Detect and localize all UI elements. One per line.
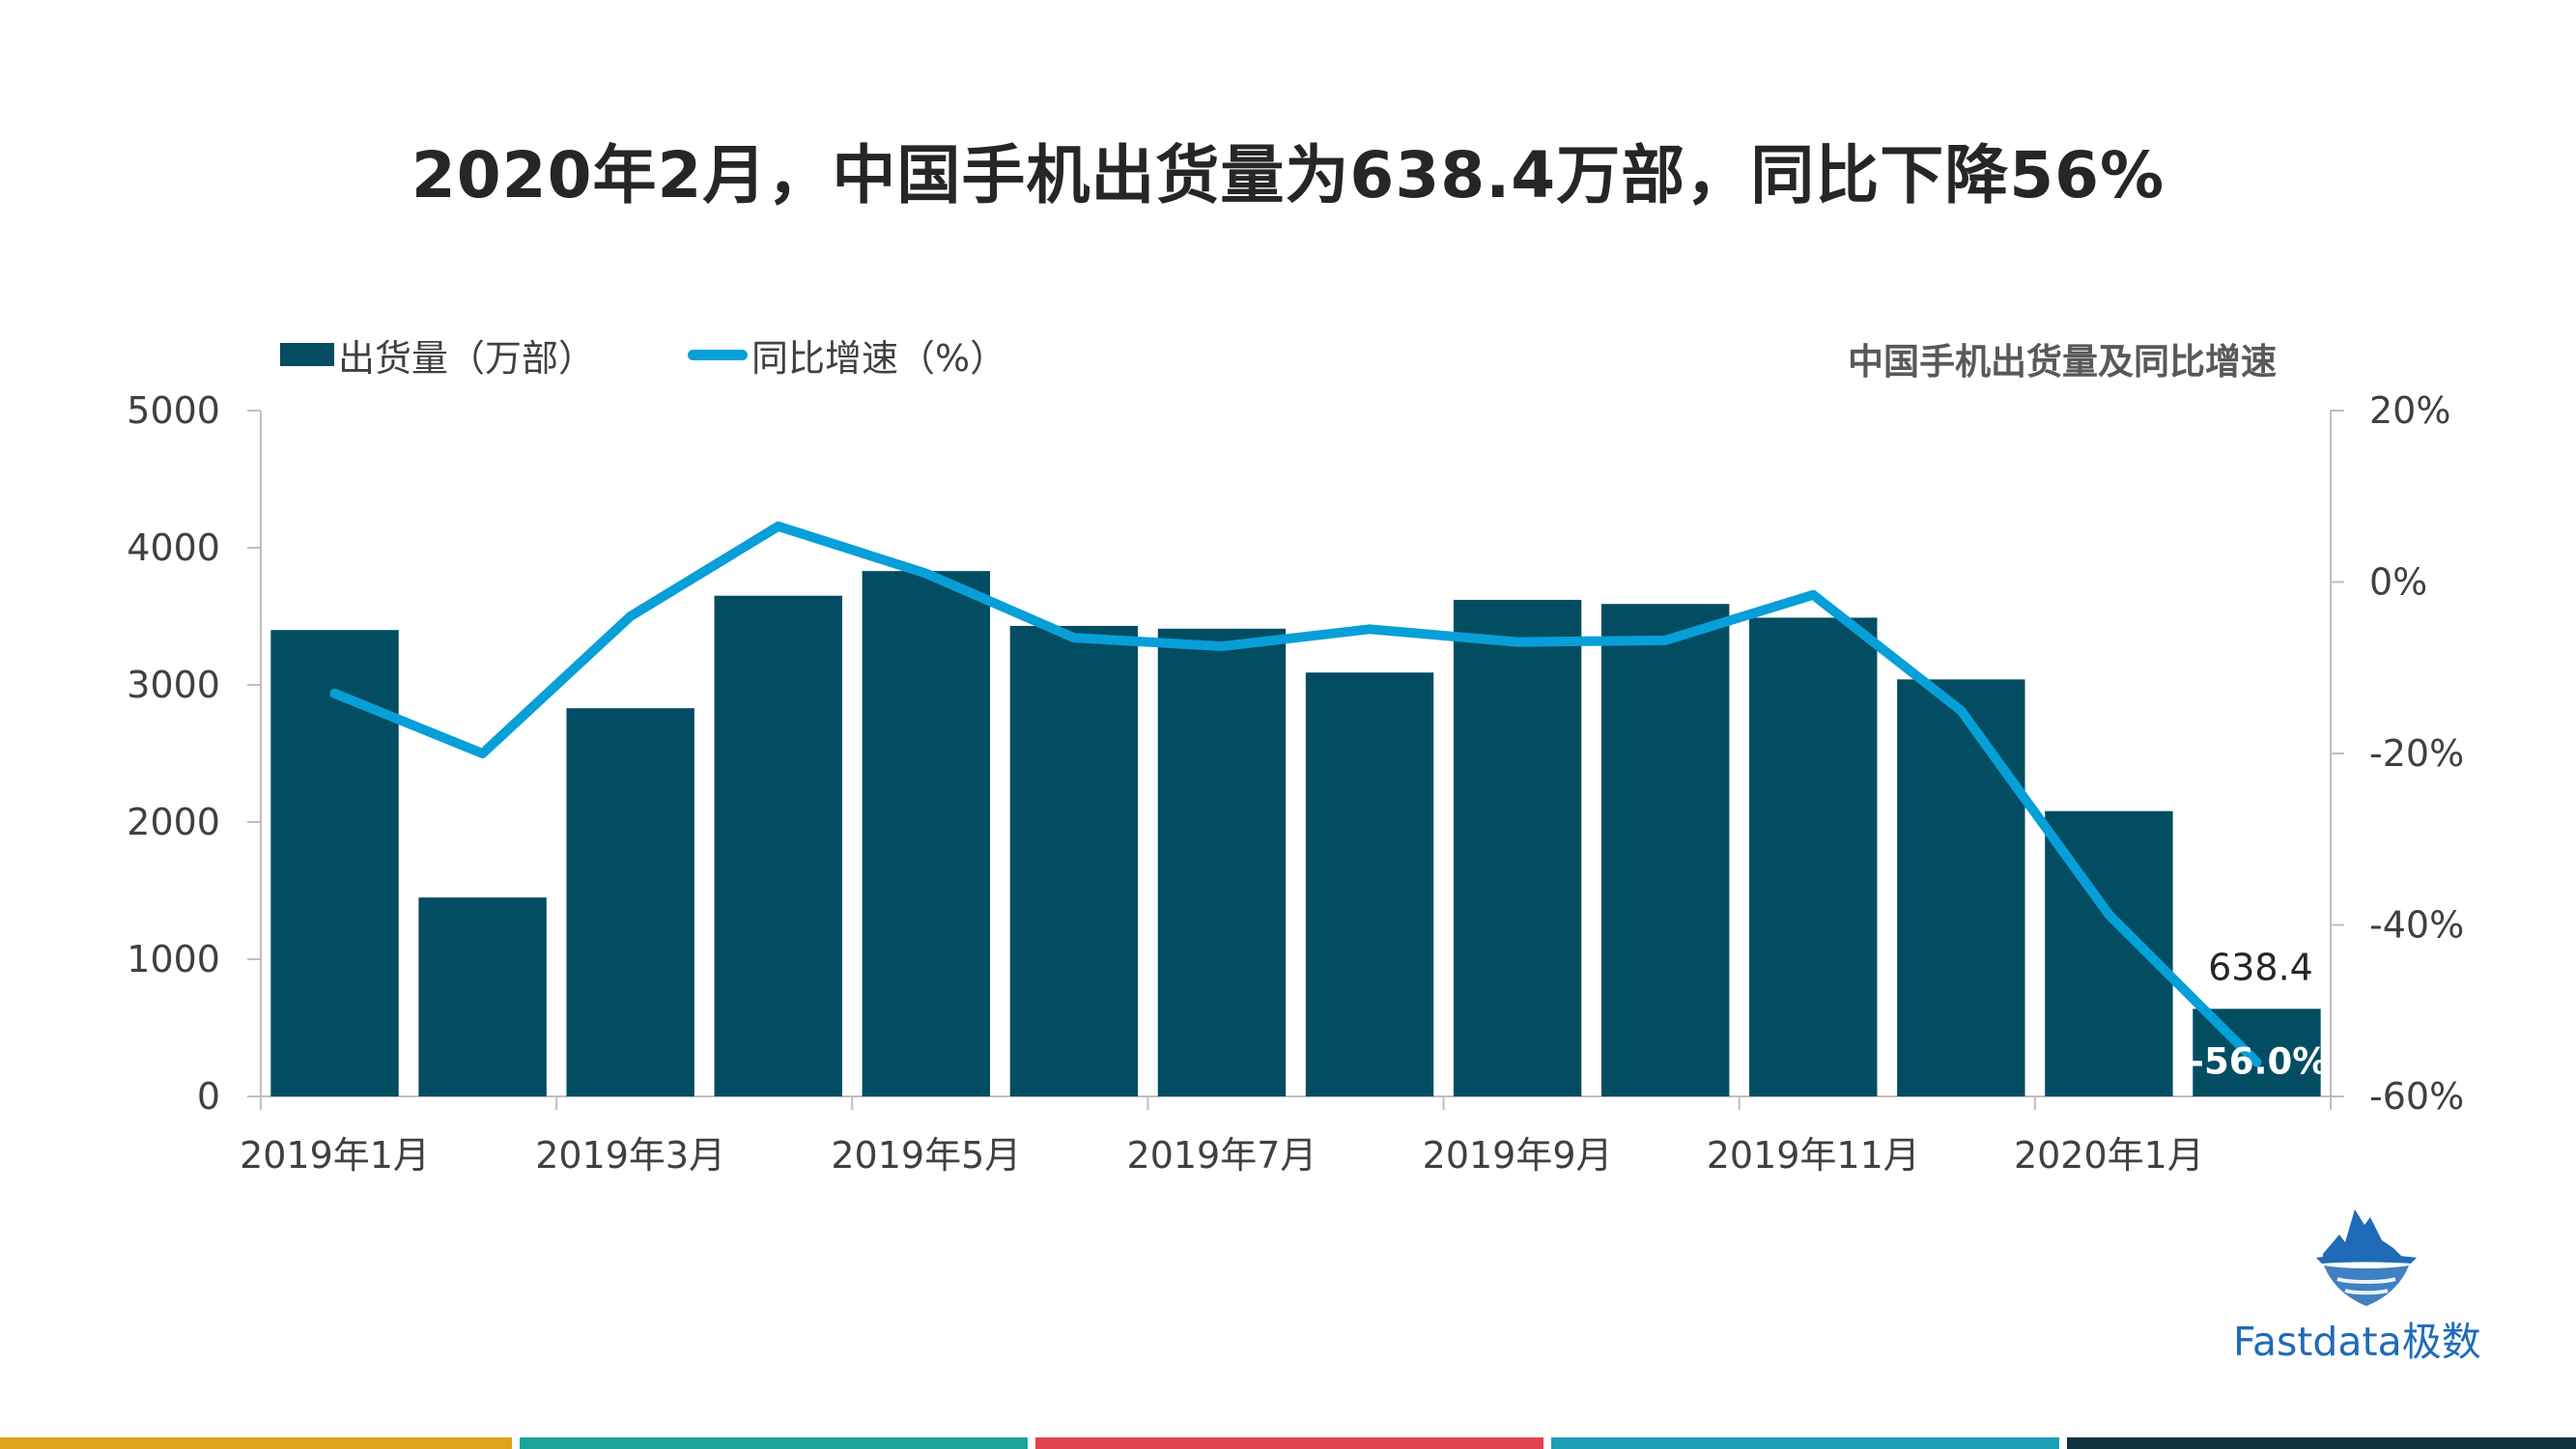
line-data-label: -56.0% (2190, 1041, 2329, 1083)
legend-item-growth: 同比增速（%） (688, 328, 1006, 382)
x-tick-label: 2019年7月 (1127, 1134, 1317, 1177)
growth-line (329, 521, 2262, 1067)
footer-stripe-4 (1551, 1437, 2059, 1449)
x-tick-label: 2019年1月 (240, 1134, 430, 1177)
legend-label-shipments: 出货量（万部） (338, 336, 596, 380)
chart-legend: 出货量（万部） 同比增速（%） (280, 328, 1099, 382)
legend-item-shipments: 出货量（万部） (280, 328, 595, 382)
footer-stripe-1 (0, 1437, 512, 1449)
x-tick-label: 2019年3月 (535, 1134, 725, 1177)
bar (1600, 604, 1730, 1096)
y-left-tick-label: 0 (197, 1075, 220, 1118)
y-left-tick-label: 4000 (127, 526, 220, 569)
y-right-tick-label: -60% (2369, 1075, 2464, 1118)
footer-stripe-3 (1035, 1437, 1543, 1449)
y-right-tick-label: -20% (2369, 732, 2464, 775)
bar (1453, 599, 1582, 1096)
bar-data-label: 638.4 (2208, 946, 2313, 988)
brand-name: Fastdata极数 (2233, 1319, 2481, 1365)
bar (418, 897, 547, 1096)
iceberg-icon (2316, 1209, 2417, 1306)
bar (1009, 625, 1139, 1096)
x-tick-label: 2019年11月 (1707, 1134, 1920, 1177)
bar (1749, 617, 1878, 1096)
footer-stripe-5 (2067, 1437, 2576, 1449)
chart-subtitle: 中国手机出货量及同比增速 (1848, 341, 2277, 383)
y-right-tick-label: -40% (2369, 904, 2464, 947)
legend-swatch-bar (280, 343, 334, 366)
y-left-tick-label: 3000 (127, 664, 220, 706)
bar (862, 571, 991, 1096)
x-tick-label: 2019年9月 (1423, 1134, 1613, 1177)
combo-chart: 0 1000 2000 3000 4000 5000 -60% -40% -20% 0% 20% 20… (127, 389, 2464, 1177)
y-left-tick-label: 5000 (127, 389, 220, 432)
bar (714, 595, 842, 1096)
legend-swatch-line (688, 349, 749, 360)
bar (566, 708, 694, 1096)
x-tick-label: 2019年5月 (831, 1134, 1021, 1177)
bar (1897, 679, 2025, 1096)
y-left-tick-label: 1000 (127, 938, 220, 980)
bar (1305, 672, 1434, 1096)
footer-stripe-2 (520, 1437, 1028, 1449)
y-right-tick-label: 20% (2369, 389, 2450, 432)
x-tick-label: 2020年1月 (2014, 1134, 2204, 1177)
y-left-tick-label: 2000 (127, 801, 220, 843)
page-title: 2020年2月，中国手机出货量为638.4万部，同比下降56% (410, 138, 2166, 213)
bar (270, 630, 399, 1096)
legend-label-growth: 同比增速（%） (751, 336, 1007, 380)
bar (1157, 628, 1287, 1096)
y-right-tick-label: 0% (2369, 561, 2427, 604)
